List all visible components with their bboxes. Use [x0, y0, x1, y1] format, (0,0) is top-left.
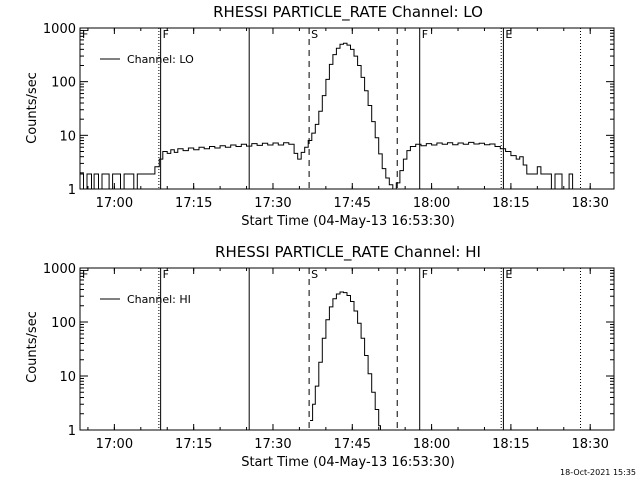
y-tick-label: 10	[59, 370, 76, 385]
x-tick-label: 18:15	[492, 196, 529, 211]
chart-2-title: RHESSI PARTICLE_RATE Channel: HI	[215, 243, 481, 262]
chart-2-xlabel: Start Time (04-May-13 16:53:30)	[241, 455, 455, 470]
chart-1-ylabel: Counts/sec	[25, 72, 40, 144]
chart-1-xlabel: Start Time (04-May-13 16:53:30)	[241, 214, 455, 229]
chart-1-plot: 17:00 17:15 17:30 17:45 18:00 18:15 18:30 1 10 10…	[43, 22, 615, 211]
x-tick-label: 18:00	[413, 196, 450, 211]
x-tick-label: 17:45	[334, 196, 371, 211]
x-tick-label: 17:30	[254, 196, 291, 211]
marker-label: F	[422, 28, 428, 41]
y-tick-label: 1000	[43, 262, 76, 277]
series-line-channelhi	[310, 291, 381, 430]
marker-label: F	[422, 268, 428, 281]
x-tick-label: 18:00	[413, 437, 450, 452]
x-tick-label: 17:15	[175, 437, 212, 452]
legend-label: Channel: HI	[127, 293, 191, 306]
x-tick-label: 18:30	[571, 437, 608, 452]
footer-timestamp: 18-Oct-2021 15:35	[560, 468, 636, 477]
y-tick-label: 100	[51, 76, 76, 91]
marker-label: E	[505, 268, 512, 281]
y-tick-label: 1	[68, 183, 76, 198]
x-tick-label: 17:15	[175, 196, 212, 211]
marker-label: F	[163, 28, 169, 41]
chart-1-title: RHESSI PARTICLE_RATE Channel: LO	[213, 3, 483, 22]
y-tick-label: 10	[59, 129, 76, 144]
marker-label: S	[311, 268, 318, 281]
x-tick-label: 17:30	[254, 437, 291, 452]
marker-label: E	[505, 28, 512, 41]
marker-label: F	[163, 268, 169, 281]
chart-2-plot: 17:00 17:15 17:30 17:45 18:00 18:15 18:30 1 10 10…	[43, 262, 615, 452]
y-tick-label: 100	[51, 316, 76, 331]
series-line-channello	[80, 42, 580, 190]
marker-label: F	[82, 268, 88, 281]
x-tick-label: 17:45	[334, 437, 371, 452]
x-tick-label: 18:30	[571, 196, 608, 211]
x-tick-label: 17:00	[96, 196, 133, 211]
legend-label: Channel: LO	[127, 53, 194, 66]
marker-label: F	[82, 28, 88, 41]
x-tick-label: 17:00	[96, 437, 133, 452]
chart-2-ylabel: Counts/sec	[25, 311, 40, 383]
marker-label: S	[311, 28, 318, 41]
x-tick-label: 18:15	[492, 437, 529, 452]
y-tick-label: 1000	[43, 22, 76, 37]
y-tick-label: 1	[68, 424, 76, 439]
